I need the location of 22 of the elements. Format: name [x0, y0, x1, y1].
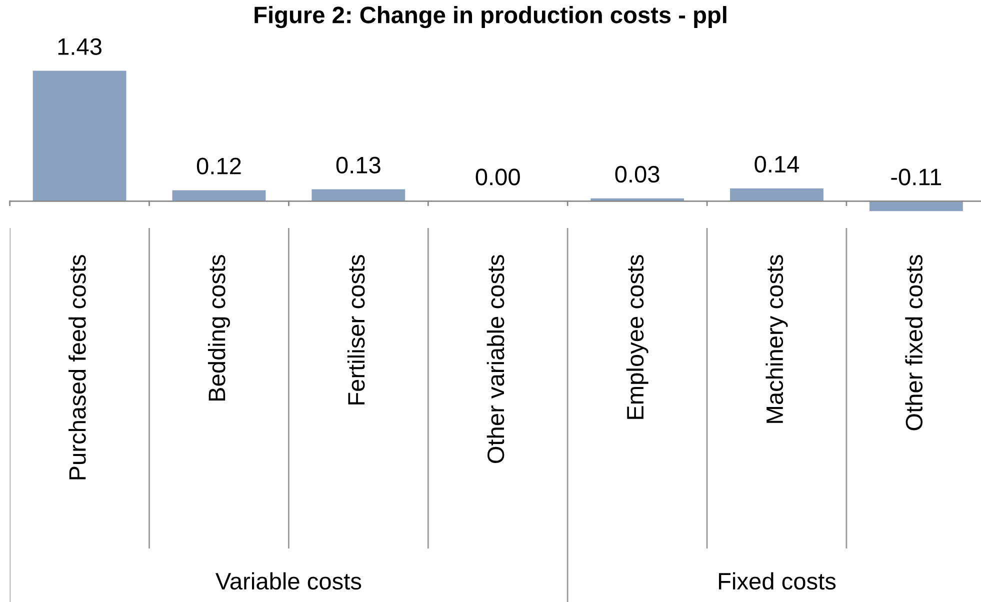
x-tick-label: Purchased feed costs	[68, 255, 86, 480]
data-label: 1.43	[58, 38, 102, 56]
x-tick-label: Other fixed costs	[905, 255, 923, 430]
x-tick-label: Bedding costs	[208, 255, 230, 401]
bar	[730, 188, 824, 202]
data-label: 0.12	[196, 158, 241, 174]
bar	[312, 189, 406, 202]
x-tick-label: Machinery costs	[766, 255, 788, 423]
x-tick-label: Employee costs	[626, 255, 648, 419]
data-label: -0.11	[891, 168, 942, 186]
bar	[32, 70, 126, 202]
data-label: 0.00	[476, 168, 520, 186]
x-tick-label: Other variable costs	[486, 255, 504, 464]
chart-title: Figure 2: Change in production costs - ppl	[254, 6, 726, 28]
text: Fixed costs	[718, 572, 836, 590]
bar	[869, 201, 963, 212]
data-label: 0.14	[754, 156, 800, 173]
data-label: 0.13	[336, 156, 380, 174]
x-tick-label: Fertiliser costs	[347, 255, 365, 404]
bar	[172, 190, 266, 202]
data-label: 0.03	[615, 166, 660, 183]
text: Variable costs	[216, 572, 362, 590]
